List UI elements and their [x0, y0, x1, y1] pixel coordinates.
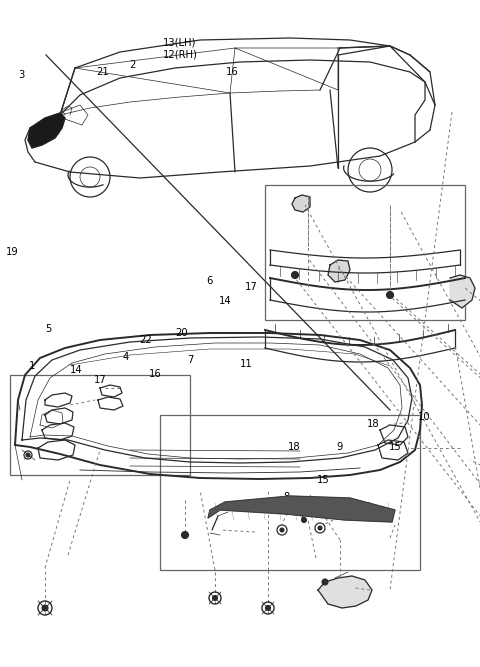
Polygon shape: [292, 195, 310, 212]
Bar: [10, 375, 190, 475]
Polygon shape: [318, 576, 372, 608]
Circle shape: [322, 579, 328, 585]
Text: 12(RH): 12(RH): [163, 50, 198, 59]
Circle shape: [213, 596, 217, 600]
Text: 18: 18: [288, 442, 300, 452]
Bar: [265, 185, 465, 320]
Text: 3: 3: [18, 70, 24, 79]
Text: 2: 2: [130, 60, 136, 69]
Text: 16: 16: [226, 67, 239, 77]
Text: 22: 22: [139, 336, 152, 345]
Text: 5: 5: [46, 324, 52, 334]
Circle shape: [386, 291, 394, 299]
Circle shape: [26, 453, 30, 457]
Polygon shape: [28, 113, 65, 148]
Text: 14: 14: [218, 297, 231, 306]
Text: 8: 8: [283, 492, 289, 502]
Text: 16: 16: [149, 369, 162, 378]
Text: 11: 11: [240, 359, 253, 368]
Text: 23: 23: [336, 502, 348, 512]
Text: 21: 21: [96, 67, 109, 77]
Text: 1: 1: [29, 361, 35, 370]
Text: 15: 15: [389, 442, 402, 452]
Text: 18: 18: [367, 419, 380, 428]
Text: 13(LH): 13(LH): [163, 37, 197, 47]
Circle shape: [291, 271, 299, 279]
Polygon shape: [450, 275, 475, 308]
Circle shape: [280, 528, 284, 532]
Circle shape: [265, 606, 271, 610]
Text: 17: 17: [94, 376, 107, 385]
Text: 10: 10: [418, 412, 430, 422]
Bar: [160, 415, 420, 570]
Text: 7: 7: [187, 356, 193, 365]
Text: 9: 9: [336, 442, 342, 452]
Circle shape: [301, 518, 307, 522]
Circle shape: [181, 532, 189, 538]
Polygon shape: [208, 496, 395, 522]
Text: 14: 14: [70, 366, 82, 375]
Text: 17: 17: [245, 282, 258, 291]
Text: 20: 20: [175, 329, 188, 338]
Circle shape: [42, 605, 48, 611]
Polygon shape: [328, 260, 350, 282]
Text: 15: 15: [317, 476, 330, 485]
Text: 4: 4: [122, 352, 129, 362]
Text: 19: 19: [6, 247, 19, 257]
Text: 6: 6: [206, 277, 213, 286]
Circle shape: [318, 526, 322, 530]
